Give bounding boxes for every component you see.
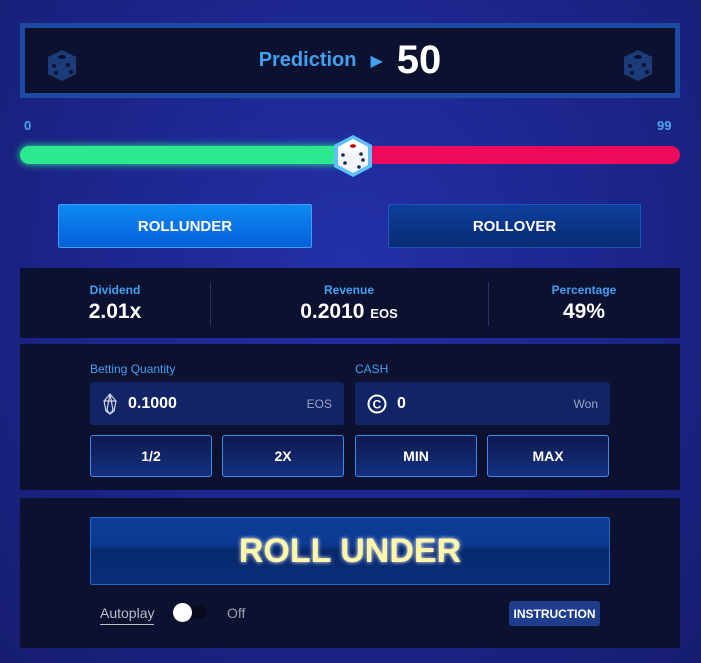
prediction-value: 50 (396, 38, 442, 82)
dividend-stat: Dividend 2.01x (20, 268, 210, 338)
prediction-label: Prediction (258, 49, 357, 71)
slider-min-label: 0 (24, 118, 32, 133)
cash-input[interactable]: C 0 Won (355, 382, 610, 425)
instruction-button[interactable]: INSTRUCTION (509, 601, 600, 626)
dividend-value: 2.01x (88, 299, 142, 323)
percentage-value: 49% (562, 299, 606, 323)
double-button[interactable]: 2X (222, 435, 344, 477)
min-button[interactable]: MIN (355, 435, 477, 477)
rollover-button[interactable]: ROLLOVER (388, 204, 641, 248)
revenue-label: Revenue (323, 282, 375, 297)
percentage-label: Percentage (551, 282, 617, 297)
cash-label: CASH (355, 362, 389, 376)
dice-icon (624, 50, 652, 81)
revenue-stat: Revenue 0.2010 EOS (210, 268, 488, 338)
slider-under-track[interactable] (20, 146, 353, 164)
betting-quantity-value: 0.1000 (128, 394, 177, 412)
percentage-stat: Percentage 49% (488, 268, 680, 338)
dice-icon (48, 50, 76, 81)
revenue-value: 0.2010 (300, 299, 365, 323)
slider-over-track[interactable] (353, 146, 680, 164)
play-arrow-icon: ▶ (370, 52, 383, 70)
roll-under-button[interactable]: ROLL UNDER (90, 517, 610, 585)
betting-unit: EOS (306, 396, 332, 411)
slider-max-label: 99 (657, 118, 672, 133)
dividend-label: Dividend (89, 282, 141, 297)
autoplay-toggle[interactable] (173, 603, 207, 622)
slider-dice-handle[interactable] (330, 133, 376, 179)
stats-panel: Dividend 2.01x Revenue 0.2010 EOS Percen… (20, 268, 680, 338)
svg-text:C: C (373, 397, 382, 411)
autoplay-label: Autoplay (100, 605, 155, 625)
prediction-box: Prediction ▶ 50 (20, 23, 680, 98)
roll-panel: ROLL UNDER Autoplay Off INSTRUCTION (20, 498, 680, 648)
rollunder-button[interactable]: ROLLUNDER (58, 204, 312, 248)
revenue-unit: EOS (370, 305, 398, 321)
max-button[interactable]: MAX (487, 435, 609, 477)
autoplay-state: Off (227, 605, 246, 621)
coin-c-icon: C (367, 394, 387, 413)
cash-unit: Won (573, 396, 598, 411)
half-button[interactable]: 1/2 (90, 435, 212, 477)
eos-icon (103, 392, 117, 415)
cash-value: 0 (397, 394, 406, 412)
betting-quantity-input[interactable]: 0.1000 EOS (90, 382, 344, 425)
betting-panel: Betting Quantity 0.1000 EOS CASH C 0 Won… (20, 344, 680, 490)
betting-quantity-label: Betting Quantity (90, 362, 176, 376)
